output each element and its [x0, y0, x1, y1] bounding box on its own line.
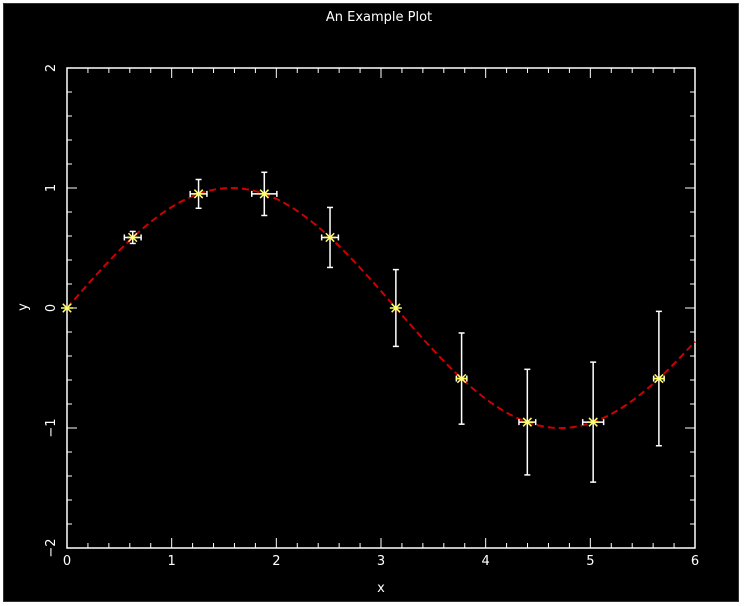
data-point	[389, 268, 402, 348]
data-point	[123, 230, 142, 245]
asterisk-marker	[128, 232, 138, 243]
asterisk-marker	[456, 373, 467, 384]
data-point	[189, 178, 208, 210]
data-point	[250, 171, 278, 217]
x-axis-label: x	[377, 581, 385, 596]
asterisk-marker	[654, 373, 664, 384]
x-tick-label: 4	[482, 554, 490, 569]
asterisk-marker	[391, 303, 401, 313]
axes: 0 1 2 3 4 5 6 −2 −1 0 1 2	[44, 64, 699, 569]
asterisk-marker	[588, 417, 598, 427]
y-axis-label: y	[16, 303, 31, 311]
y-tick-label: −1	[44, 418, 59, 437]
plot-frame	[66, 67, 696, 549]
y-tick-label: −2	[44, 538, 59, 557]
x-tick-label: 5	[586, 554, 594, 569]
data-point	[581, 361, 605, 483]
data-points-layer	[61, 171, 665, 483]
y-tick-label: 0	[44, 304, 59, 312]
asterisk-marker	[62, 303, 72, 313]
model-curve-layer	[66, 187, 696, 430]
x-tick-label: 2	[272, 554, 280, 569]
chart-title: An Example Plot	[326, 10, 432, 25]
x-tick-label: 3	[377, 554, 385, 569]
data-point	[518, 368, 537, 476]
data-point	[320, 206, 340, 269]
data-point	[61, 303, 73, 313]
data-point	[455, 332, 468, 425]
sine-curve	[66, 187, 696, 430]
asterisk-marker	[259, 189, 270, 199]
plot-window: An Example Plot x y 0 1 2 3 4 5 6 −2 −1 0 1 2	[3, 3, 739, 602]
asterisk-marker	[325, 232, 335, 243]
x-tick-label: 0	[63, 554, 71, 569]
x-tick-label: 1	[168, 554, 176, 569]
asterisk-marker	[522, 417, 533, 427]
x-tick-label: 6	[691, 554, 699, 569]
data-point	[652, 310, 665, 447]
y-tick-label: 1	[44, 184, 59, 192]
y-tick-label: 2	[44, 64, 59, 72]
asterisk-marker	[193, 189, 204, 199]
chart-canvas: An Example Plot x y 0 1 2 3 4 5 6 −2 −1 0 1 2	[16, 10, 699, 596]
